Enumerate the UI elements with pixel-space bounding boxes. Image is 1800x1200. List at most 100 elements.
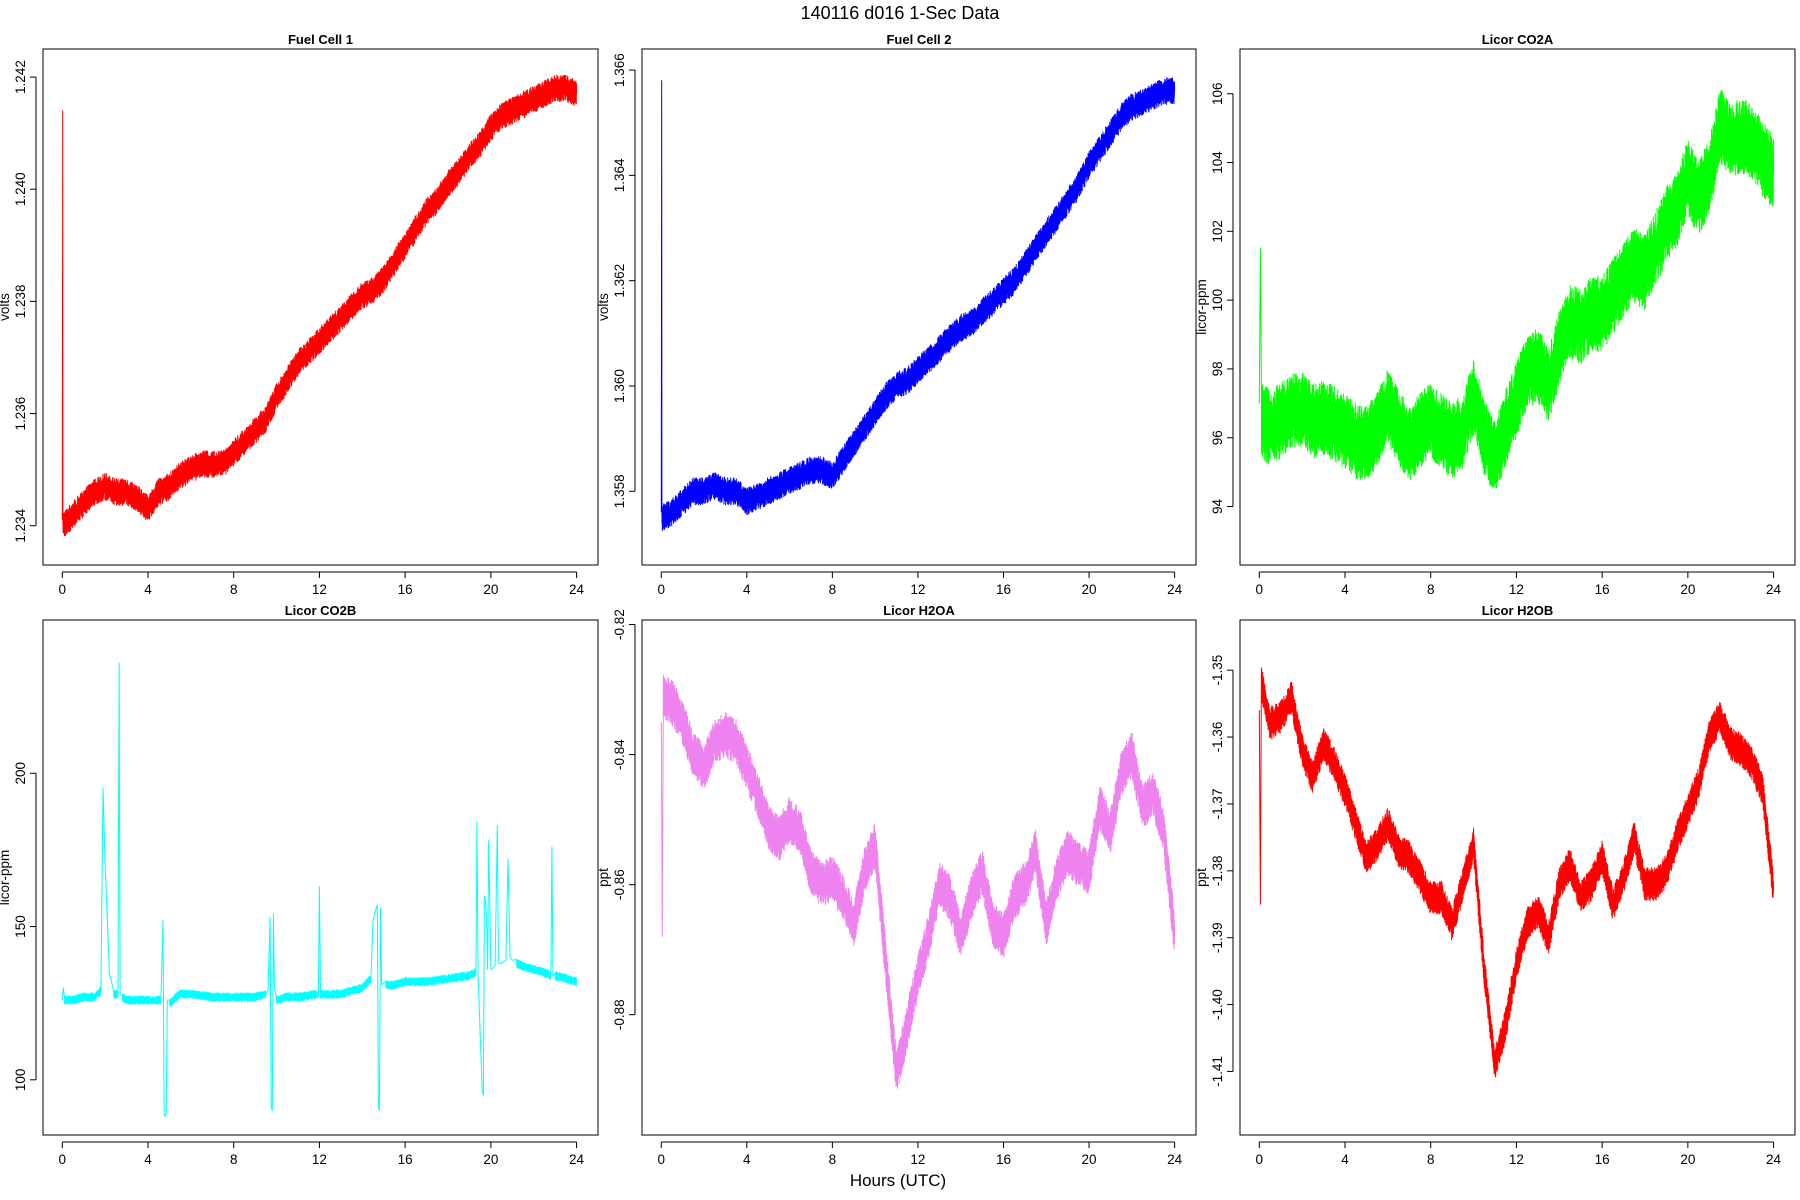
x-tick-label: 20 <box>1680 582 1695 597</box>
panel-6: Licor H2OB 0 4 8 12 16 20 24 -1.41 -1.40 -1.39 -1.3… <box>1194 603 1796 1167</box>
panel-title: Licor CO2A <box>1482 32 1554 47</box>
y-tick-label: 1.240 <box>13 172 28 206</box>
x-tick-label: 24 <box>1766 1152 1782 1167</box>
y-tick-label: -1.37 <box>1210 789 1225 820</box>
y-axis-label: volts <box>0 293 12 321</box>
y-tick-label: -1.40 <box>1210 989 1225 1020</box>
panel-title: Fuel Cell 2 <box>886 32 951 47</box>
panel-title: Licor CO2B <box>285 603 357 618</box>
y-tick-label: -1.36 <box>1210 722 1225 753</box>
series-line <box>660 674 1176 1089</box>
y-tick-label: 1.242 <box>13 60 28 94</box>
y-tick-label: -0.84 <box>612 739 627 770</box>
x-tick-label: 12 <box>910 582 925 597</box>
x-tick-label: 20 <box>1082 582 1097 597</box>
x-tick-label: 16 <box>398 1152 413 1167</box>
x-tick-label: 4 <box>144 1152 152 1167</box>
x-tick-label: 16 <box>996 1152 1011 1167</box>
plot-frame <box>42 619 599 1136</box>
panel-title: Fuel Cell 1 <box>288 32 353 47</box>
panels-grid: Fuel Cell 1 0 4 8 12 16 20 24 1.234 1.236 1.238 1.2… <box>0 32 1796 1167</box>
panel-5: Licor H2OA 0 4 8 12 16 20 24 -0.88 -0.86 -0.84 -0.8… <box>596 603 1197 1167</box>
y-tick-label: 1.236 <box>13 397 28 431</box>
y-tick-label: 100 <box>13 1069 28 1092</box>
y-tick-label: 1.234 <box>13 508 28 542</box>
y-tick-label: 200 <box>13 762 28 785</box>
x-tick-label: 8 <box>829 1152 837 1167</box>
y-tick-label: -1.41 <box>1210 1056 1225 1087</box>
x-tick-label: 12 <box>312 1152 327 1167</box>
y-tick-label: -0.86 <box>612 869 627 900</box>
x-tick-label: 0 <box>59 582 67 597</box>
x-tick-label: 16 <box>996 582 1011 597</box>
x-tick-label: 20 <box>1680 1152 1695 1167</box>
x-tick-label: 24 <box>1167 1152 1183 1167</box>
y-axis-label: volts <box>596 293 611 321</box>
panel-2: Fuel Cell 2 0 4 8 12 16 20 24 1.358 1.360 1.362 1.3… <box>596 32 1197 597</box>
x-tick-label: 12 <box>910 1152 925 1167</box>
x-tick-label: 12 <box>1509 582 1524 597</box>
y-tick-label: 94 <box>1210 499 1225 515</box>
y-tick-label: 100 <box>1210 289 1225 312</box>
x-tick-label: 24 <box>1167 582 1183 597</box>
x-tick-label: 20 <box>483 582 498 597</box>
x-tick-label: 8 <box>829 582 837 597</box>
series-line <box>1258 90 1775 489</box>
x-tick-label: 4 <box>1341 1152 1349 1167</box>
x-tick-label: 0 <box>1256 1152 1264 1167</box>
y-tick-label: -1.35 <box>1210 655 1225 686</box>
y-tick-label: 150 <box>13 915 28 938</box>
plot-frame <box>42 48 599 566</box>
y-tick-label: 1.358 <box>612 474 627 508</box>
x-tick-label: 0 <box>657 1152 665 1167</box>
y-tick-label: 1.366 <box>612 53 627 87</box>
x-axis-label: Hours (UTC) <box>850 1171 946 1190</box>
x-tick-label: 24 <box>569 582 585 597</box>
series-line <box>660 77 1176 531</box>
x-tick-label: 12 <box>312 582 327 597</box>
y-axis-label: ppt <box>596 868 611 887</box>
x-tick-label: 0 <box>1256 582 1264 597</box>
y-tick-label: -0.88 <box>612 999 627 1030</box>
series-line <box>61 74 578 537</box>
plot-frame <box>1239 619 1796 1136</box>
x-tick-label: 24 <box>569 1152 585 1167</box>
y-tick-label: -1.39 <box>1210 922 1225 953</box>
x-tick-label: 0 <box>657 582 665 597</box>
y-tick-label: 98 <box>1210 361 1225 376</box>
panel-4: Licor CO2B 0 4 8 12 16 20 24 100 150 200 licor-ppm <box>0 603 599 1167</box>
figure-title: 140116 d016 1-Sec Data <box>801 3 1001 23</box>
x-tick-label: 24 <box>1766 582 1782 597</box>
series-line <box>61 662 578 1118</box>
x-tick-label: 4 <box>743 582 751 597</box>
y-tick-label: -1.38 <box>1210 855 1225 886</box>
y-axis-label: ppt <box>1194 868 1209 887</box>
x-tick-label: 8 <box>1427 1152 1435 1167</box>
y-tick-label: 1.362 <box>612 264 627 298</box>
x-tick-label: 4 <box>743 1152 751 1167</box>
y-tick-label: 102 <box>1210 220 1225 243</box>
x-tick-label: 16 <box>398 582 413 597</box>
y-tick-label: 104 <box>1210 151 1225 174</box>
x-tick-label: 16 <box>1595 1152 1610 1167</box>
x-tick-label: 8 <box>230 1152 238 1167</box>
y-tick-label: 1.364 <box>612 158 627 192</box>
x-tick-label: 8 <box>1427 582 1435 597</box>
x-tick-label: 12 <box>1509 1152 1524 1167</box>
x-tick-label: 4 <box>1341 582 1349 597</box>
plot-frame <box>1239 48 1796 566</box>
y-tick-label: 96 <box>1210 430 1225 445</box>
x-tick-label: 4 <box>144 582 152 597</box>
panel-title: Licor H2OB <box>1482 603 1554 618</box>
y-axis-label: licor-ppm <box>0 850 12 906</box>
panel-3: Licor CO2A 0 4 8 12 16 20 24 94 96 98 100 102 104 106 l… <box>1194 32 1796 597</box>
x-tick-label: 8 <box>230 582 238 597</box>
series-line <box>1258 667 1775 1078</box>
panel-title: Licor H2OA <box>883 603 955 618</box>
x-tick-label: 20 <box>1082 1152 1097 1167</box>
y-axis-label: licor-ppm <box>1194 279 1209 335</box>
x-tick-label: 0 <box>59 1152 67 1167</box>
y-tick-label: -0.82 <box>612 609 627 640</box>
x-tick-label: 16 <box>1595 582 1610 597</box>
